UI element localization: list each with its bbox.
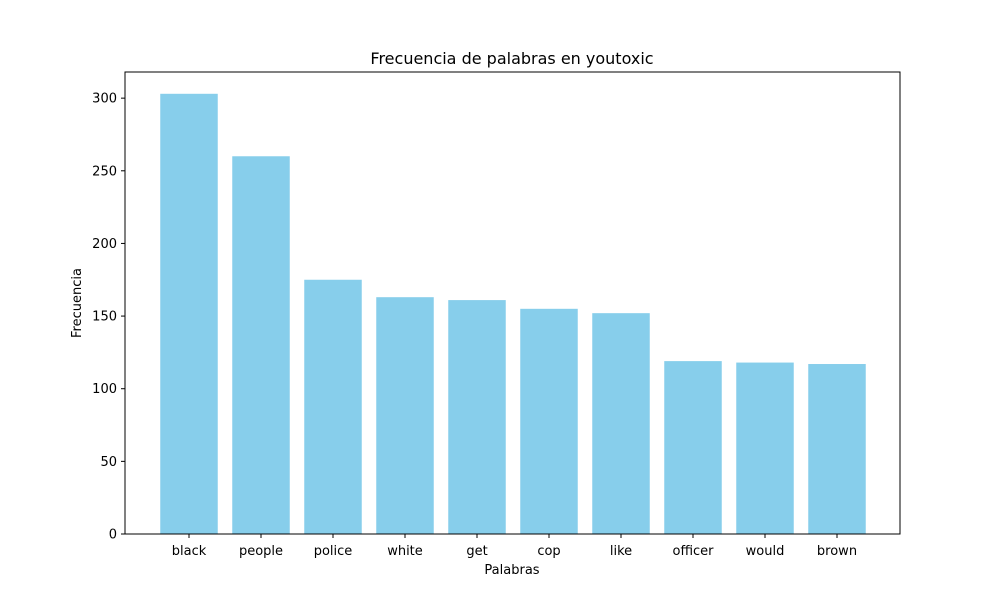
x-tick-label: white (387, 544, 423, 559)
plot-frame (124, 71, 901, 535)
y-tick-label: 0 (109, 528, 117, 543)
x-tick-label: brown (817, 544, 857, 559)
y-tick-label: 300 (92, 92, 117, 107)
bar-brown (808, 364, 866, 534)
y-tick-label: 150 (92, 310, 117, 325)
bar-like (592, 313, 650, 534)
x-tick-label: officer (672, 544, 714, 559)
x-tick-label: would (746, 544, 785, 559)
x-tick-label: like (610, 544, 632, 559)
bar-cop (520, 308, 578, 534)
y-axis-ticks: 0 50 100 150 200 250 300 (92, 92, 125, 543)
bar-people (232, 156, 290, 534)
x-axis-ticks: black people police white get cop like officer w… (172, 534, 857, 559)
x-tick-label: cop (537, 544, 560, 559)
x-axis-label: Palabras (484, 563, 539, 578)
bar-would (736, 362, 794, 534)
bar-get (448, 300, 506, 534)
y-tick-label: 50 (100, 455, 117, 470)
bar-white (376, 297, 434, 534)
chart-title: Frecuencia de palabras en youtoxic (370, 49, 653, 68)
y-tick-label: 250 (92, 164, 117, 179)
y-tick-label: 100 (92, 382, 117, 397)
bars-group (160, 93, 866, 534)
bar-officer (664, 361, 722, 534)
x-tick-label: people (239, 544, 283, 559)
bar-black (160, 93, 218, 534)
y-axis-label: Frecuencia (70, 268, 85, 338)
bar-police (304, 279, 362, 534)
x-tick-label: police (314, 544, 353, 559)
y-tick-label: 200 (92, 237, 117, 252)
x-tick-label: get (466, 544, 487, 559)
x-tick-label: black (172, 544, 207, 559)
